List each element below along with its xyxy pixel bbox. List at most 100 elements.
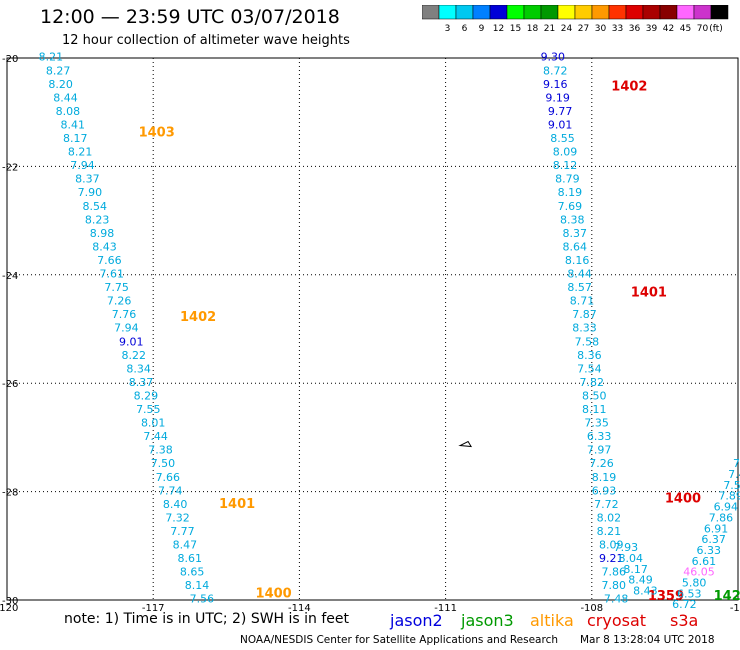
wave-height-value: 6.37 — [701, 533, 726, 546]
wave-height-value: 7.86 — [601, 566, 626, 579]
latitude-tick-label: -28 — [2, 488, 18, 499]
wave-height-value: 7.77 — [170, 525, 195, 538]
wave-height-value: 6.93 — [592, 484, 617, 497]
wave-height-value: 8.54 — [82, 200, 107, 213]
wave-height-value: 6.91 — [704, 522, 729, 535]
wave-height-value: 9.01 — [548, 118, 573, 131]
wave-height-value: 7.61 — [100, 268, 125, 281]
wave-height-value: 7.74 — [158, 484, 183, 497]
wave-height-value: 7.44 — [728, 468, 740, 481]
wave-height-value: 8.21 — [68, 146, 93, 159]
wave-height-value: 46.05 — [683, 566, 715, 579]
altimeter-map: -120 -117 -114 -111 -108 -10 -20 -22 -24 -26 -28 -3… — [0, 51, 740, 612]
satellite-name: cryosat — [587, 611, 647, 630]
colorbar-label: 30 — [595, 24, 607, 34]
wave-height-value: 8.27 — [46, 64, 71, 77]
map-title: 12:00 — 23:59 UTC 03/07/2018 — [40, 6, 340, 28]
satellite-name: jason2 — [390, 611, 443, 630]
colorbar-label: 6 — [462, 24, 468, 34]
wave-height-value: 5.80 — [682, 576, 707, 589]
satellite-legend-jason2: jason2 — [390, 611, 443, 630]
wave-height-value: 8.20 — [48, 78, 73, 91]
wave-height-value: 6.33 — [697, 544, 722, 557]
wave-height-value: 7.54 — [577, 362, 602, 375]
wave-height-value: 7.93 — [614, 541, 639, 554]
wave-height-value: 7.90 — [78, 186, 103, 199]
pass-time-label: 1402 — [180, 310, 216, 325]
wave-height-value: 8.37 — [75, 173, 100, 186]
wave-height-value: 8.44 — [53, 91, 78, 104]
satellite-legend-cryosat: cryosat — [587, 611, 646, 630]
wave-height-value: 8.71 — [570, 295, 595, 308]
wave-height-value: 7.75 — [104, 281, 129, 294]
wave-height-value: 7.42 — [733, 457, 740, 470]
colorbar-label: 3 — [445, 24, 451, 34]
latitude-tick-label: -30 — [2, 596, 18, 607]
track-s3a: 7.77.427.447.557.896.947.866.916.376.336… — [672, 457, 740, 611]
pass-time-label: 1359 — [648, 589, 684, 604]
wave-height-value: 7.80 — [601, 579, 626, 592]
wave-height-value: 6.33 — [587, 430, 612, 443]
wave-height-value: 7.72 — [594, 498, 619, 511]
wave-height-value: 8.09 — [599, 539, 624, 552]
wave-height-value: 7.76 — [112, 308, 137, 321]
wave-height-value: 8.47 — [173, 539, 198, 552]
credit-text: NOAA/NESDIS Center for Satellite Applica… — [240, 634, 558, 646]
satellite-name: s3a — [670, 611, 699, 630]
wave-height-value: 9.16 — [543, 78, 568, 91]
wave-height-value: 8.37 — [562, 227, 587, 240]
wave-height-value: 7.55 — [136, 403, 161, 416]
wave-height-value: 7.55 — [723, 479, 740, 492]
wave-height-value: 8.34 — [126, 362, 151, 375]
wave-height-value: 7.26 — [107, 295, 132, 308]
latitude-tick-label: -22 — [2, 162, 18, 173]
wave-height-value: 8.01 — [141, 417, 166, 430]
map-subtitle: 12 hour collection of altimeter wave hei… — [62, 33, 350, 48]
wave-height-value: 8.19 — [592, 471, 617, 484]
wave-height-value: 9.19 — [545, 91, 570, 104]
wave-height-value: 7.50 — [151, 457, 176, 470]
colorbar-label: 39 — [646, 24, 658, 34]
colorbar-label: 9 — [479, 24, 485, 34]
colorbar-label: 21 — [544, 24, 555, 34]
wave-height-value: 8.37 — [129, 376, 154, 389]
wave-height-value: 8.50 — [582, 389, 607, 402]
wave-height-value: 8.49 — [628, 574, 653, 587]
wave-height-value: 9.21 — [599, 552, 624, 565]
pass-time-label: 1400 — [665, 491, 701, 506]
wave-height-value: 8.19 — [558, 186, 583, 199]
wave-height-value: 8.21 — [597, 525, 622, 538]
footer-note: note: 1) Time is in UTC; 2) SWH is in fe… — [64, 611, 350, 627]
wave-height-colorbar: 3 6 9 12 15 18 21 24 27 30 33 36 39 42 45 70 (ft) — [422, 5, 729, 34]
colorbar-label: 70 — [697, 24, 709, 34]
wave-height-value: 8.41 — [61, 118, 86, 131]
satellite-legend-altika: altika — [530, 611, 574, 630]
track-jason3: 7.938.048.178.498.43 — [614, 541, 658, 597]
wave-height-value: 8.44 — [567, 268, 592, 281]
wave-height-value: 8.09 — [553, 146, 578, 159]
longitude-tick-label: -108 — [580, 603, 603, 612]
wave-height-value: 8.55 — [550, 132, 575, 145]
pass-time-label: 1402 — [611, 80, 647, 95]
longitude-tick-label: -111 — [434, 603, 457, 612]
wave-height-value: 7.66 — [156, 471, 181, 484]
wave-height-value: 9.01 — [119, 335, 144, 348]
wave-height-value: 7.48 — [604, 593, 629, 606]
wave-height-value: 7.87 — [572, 308, 597, 321]
wave-height-value: 8.79 — [555, 173, 580, 186]
satellite-legend-s3a: s3a — [670, 611, 698, 630]
wave-height-value: 8.98 — [90, 227, 115, 240]
generated-timestamp: Mar 8 13:28:04 UTC 2018 — [580, 634, 715, 646]
wave-height-value: 6.61 — [692, 555, 717, 568]
pass-time-label: 1400 — [256, 586, 292, 601]
wave-height-value: 8.04 — [619, 552, 644, 565]
longitude-tick-label: -10 — [730, 603, 740, 612]
wave-height-value: 6.72 — [672, 598, 697, 611]
wave-height-value: 6.94 — [714, 501, 739, 514]
wave-height-value: 8.43 — [633, 585, 658, 598]
wave-height-value: 7.69 — [558, 200, 583, 213]
wave-height-value: 8.38 — [560, 213, 585, 226]
colorbar-label: 24 — [561, 24, 573, 34]
wave-height-value: 8.02 — [597, 511, 622, 524]
wave-height-value: 8.16 — [565, 254, 590, 267]
